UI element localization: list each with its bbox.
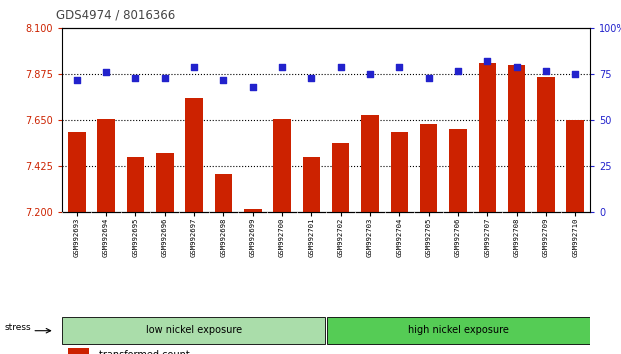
Point — [306, 75, 316, 81]
Text: GSM992705: GSM992705 — [425, 217, 432, 257]
Bar — [68, 132, 86, 212]
Point — [277, 64, 287, 70]
Text: high nickel exposure: high nickel exposure — [408, 325, 509, 335]
Text: GSM992696: GSM992696 — [161, 217, 168, 257]
Text: GSM992709: GSM992709 — [543, 217, 549, 257]
Text: GSM992706: GSM992706 — [455, 217, 461, 257]
Point — [336, 64, 346, 70]
Bar — [68, 348, 89, 354]
Text: GSM992693: GSM992693 — [74, 217, 79, 257]
Point — [189, 64, 199, 70]
Bar — [127, 157, 144, 212]
Bar — [361, 115, 379, 212]
Text: GSM992707: GSM992707 — [484, 217, 491, 257]
Text: stress: stress — [5, 322, 32, 332]
Point — [483, 59, 492, 64]
Text: GSM992710: GSM992710 — [573, 217, 578, 257]
Text: GSM992701: GSM992701 — [309, 217, 314, 257]
Point — [72, 77, 82, 83]
Text: GSM992704: GSM992704 — [396, 217, 402, 257]
Point — [512, 64, 522, 70]
Text: GSM992697: GSM992697 — [191, 217, 197, 257]
Bar — [185, 98, 203, 212]
Text: GSM992694: GSM992694 — [103, 217, 109, 257]
Text: GSM992700: GSM992700 — [279, 217, 285, 257]
Text: low nickel exposure: low nickel exposure — [146, 325, 242, 335]
Bar — [327, 316, 590, 344]
Point — [160, 75, 170, 81]
Bar — [391, 132, 408, 212]
Bar — [508, 65, 525, 212]
Text: GSM992698: GSM992698 — [220, 217, 227, 257]
Point — [424, 75, 433, 81]
Point — [365, 72, 375, 77]
Point — [541, 68, 551, 74]
Bar — [97, 119, 115, 212]
Point — [394, 64, 404, 70]
Bar — [62, 316, 325, 344]
Bar — [479, 63, 496, 212]
Bar — [449, 129, 467, 212]
Bar — [244, 209, 261, 212]
Text: GSM992695: GSM992695 — [132, 217, 138, 257]
Bar — [537, 78, 555, 212]
Bar — [156, 153, 173, 212]
Point — [219, 77, 229, 83]
Point — [570, 72, 580, 77]
Bar — [420, 125, 437, 212]
Bar — [302, 157, 320, 212]
Point — [248, 84, 258, 90]
Text: GSM992699: GSM992699 — [250, 217, 256, 257]
Point — [453, 68, 463, 74]
Text: GDS4974 / 8016366: GDS4974 / 8016366 — [56, 9, 175, 22]
Text: GSM992702: GSM992702 — [338, 217, 343, 257]
Point — [130, 75, 140, 81]
Point — [101, 70, 111, 75]
Bar — [566, 120, 584, 212]
Bar — [215, 173, 232, 212]
Text: transformed count: transformed count — [99, 350, 189, 354]
Bar — [332, 143, 350, 212]
Text: GSM992708: GSM992708 — [514, 217, 520, 257]
Text: GSM992703: GSM992703 — [367, 217, 373, 257]
Bar — [273, 119, 291, 212]
